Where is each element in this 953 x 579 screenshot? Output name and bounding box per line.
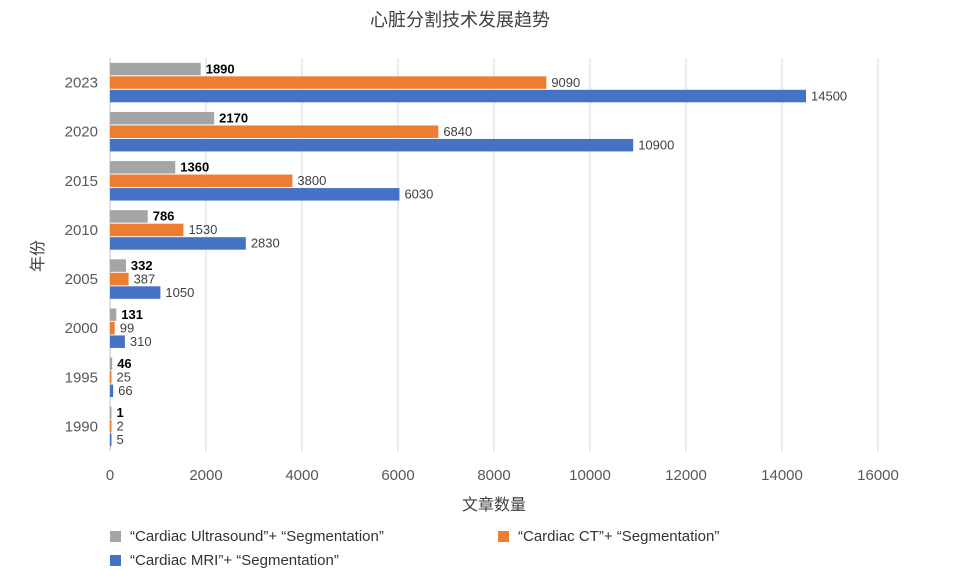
y-tick-label: 1995 — [65, 369, 98, 386]
x-tick-label: 4000 — [285, 467, 318, 484]
x-tick-label: 10000 — [569, 467, 611, 484]
bar — [110, 210, 148, 223]
bar — [110, 357, 113, 371]
y-tick-label: 2020 — [65, 124, 98, 141]
bars — [110, 62, 806, 447]
data-label: 25 — [117, 370, 131, 385]
data-label: 1890 — [206, 61, 235, 76]
legend-item-ultrasound: “Cardiac Ultrasound”+ “Segmentation” — [110, 528, 384, 545]
x-tick-label: 14000 — [761, 467, 803, 484]
bar — [110, 125, 439, 138]
bar — [110, 223, 184, 237]
y-axis-title: 年份 — [28, 240, 47, 272]
x-tick-label: 2000 — [189, 467, 222, 484]
data-label: 6030 — [404, 187, 433, 202]
y-tick-label: 2005 — [65, 271, 98, 288]
bar — [110, 308, 117, 321]
x-tick-label: 12000 — [665, 467, 707, 484]
x-tick-label: 8000 — [477, 467, 510, 484]
y-axis-ticks: 1990 1995 2000 2005 2010 2015 2020 2023 — [65, 75, 98, 436]
bar — [110, 406, 112, 420]
bar — [110, 433, 112, 447]
data-label: 2830 — [251, 236, 280, 251]
data-label: 3800 — [297, 173, 326, 188]
x-tick-label: 0 — [106, 467, 114, 484]
bar — [110, 384, 114, 398]
legend-label-ultrasound: “Cardiac Ultrasound”+ “Segmentation” — [130, 528, 384, 545]
data-label: 786 — [153, 209, 175, 224]
data-label: 99 — [120, 320, 134, 335]
bar — [110, 335, 125, 348]
legend-item-mri: “Cardiac MRI”+ “Segmentation” — [110, 552, 339, 569]
data-label: 310 — [130, 334, 152, 349]
data-label: 1530 — [188, 222, 217, 237]
bar — [110, 62, 201, 76]
bar — [110, 174, 293, 188]
data-label: 2 — [117, 419, 124, 434]
data-label: 5 — [117, 432, 124, 447]
data-label: 6840 — [443, 124, 472, 139]
data-label: 66 — [118, 383, 132, 398]
bar — [110, 321, 115, 335]
data-label: 1050 — [165, 285, 194, 300]
data-label: 9090 — [551, 75, 580, 90]
legend-item-ct: “Cardiac CT”+ “Segmentation” — [498, 528, 719, 545]
x-tick-label: 16000 — [857, 467, 899, 484]
data-label: 332 — [131, 258, 153, 273]
legend-swatch-ct — [498, 531, 509, 542]
bar — [110, 286, 161, 299]
data-label: 1 — [117, 405, 124, 420]
bar — [110, 420, 112, 433]
data-label: 14500 — [811, 88, 847, 103]
legend-label-mri: “Cardiac MRI”+ “Segmentation” — [130, 552, 339, 569]
x-tick-label: 6000 — [381, 467, 414, 484]
y-tick-label: 2015 — [65, 173, 98, 190]
data-label: 2170 — [219, 110, 248, 125]
bar — [110, 237, 246, 250]
y-tick-label: 1990 — [65, 418, 98, 435]
legend-swatch-mri — [110, 555, 121, 566]
bar — [110, 161, 176, 174]
legend-swatch-ultrasound — [110, 531, 121, 542]
data-label: 46 — [117, 356, 131, 371]
bar — [110, 272, 129, 286]
y-tick-label: 2000 — [65, 320, 98, 337]
bar — [110, 76, 547, 89]
data-label: 1360 — [180, 160, 209, 175]
chart-title: 心脏分割技术发展趋势 — [370, 10, 550, 31]
bar — [110, 259, 126, 272]
data-label: 387 — [134, 271, 156, 286]
y-tick-label: 2023 — [65, 75, 98, 92]
data-label: 10900 — [638, 137, 674, 152]
data-labels: 1254625661319931033238710507861530283013… — [117, 61, 848, 447]
legend-label-ct: “Cardiac CT”+ “Segmentation” — [518, 528, 720, 545]
x-axis-ticks: 0 2000 4000 6000 8000 10000 12000 14000 16000 — [106, 467, 899, 484]
x-axis-title: 文章数量 — [462, 495, 526, 514]
bar — [110, 111, 215, 125]
bar — [110, 89, 806, 103]
bar — [110, 138, 634, 152]
bar — [110, 371, 112, 384]
bar — [110, 188, 400, 201]
y-tick-label: 2010 — [65, 222, 98, 239]
data-label: 131 — [121, 307, 143, 322]
